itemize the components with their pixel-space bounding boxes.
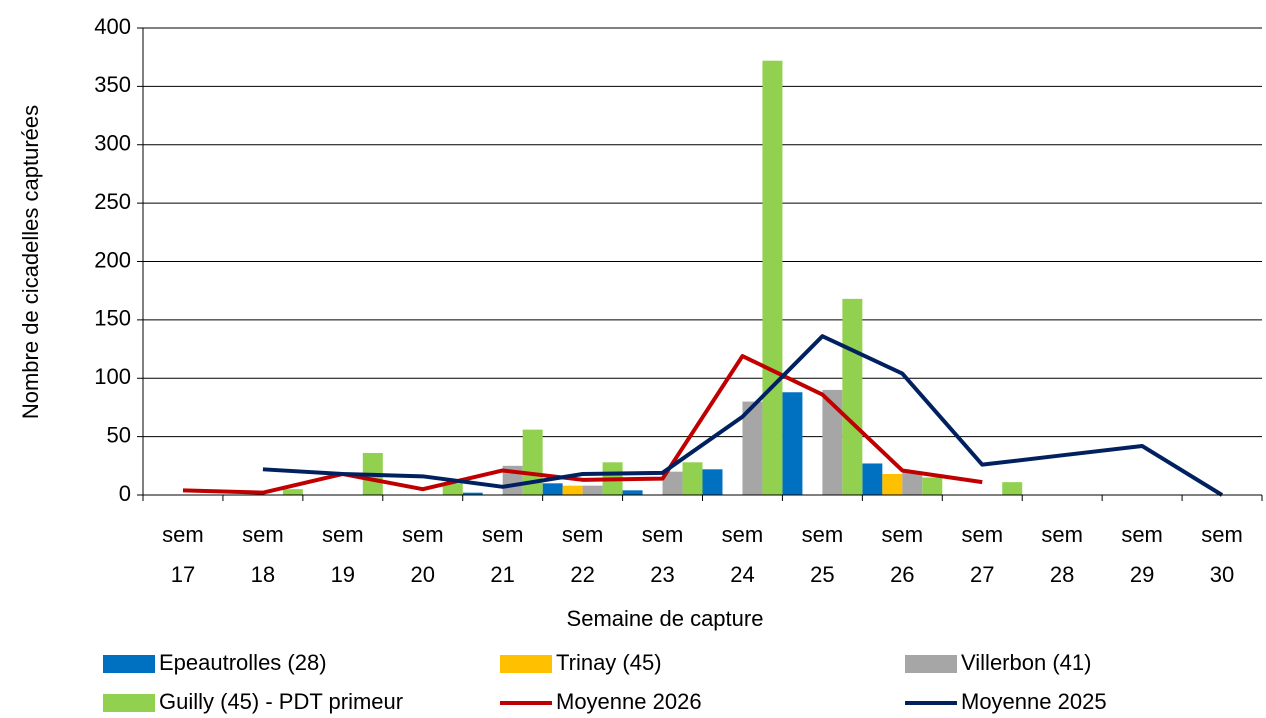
legend-label: Moyenne 2025: [961, 689, 1107, 714]
x-tick-label: sem 25: [801, 522, 844, 587]
bar: [442, 483, 463, 495]
bar: [822, 389, 843, 495]
line: [262, 334, 1224, 497]
x-tick-label: sem 24: [721, 522, 764, 587]
y-tick-label: 350: [94, 72, 131, 97]
legend-label: Moyenne 2026: [556, 689, 702, 714]
bar: [742, 401, 763, 495]
x-tick-label: sem 29: [1121, 522, 1163, 587]
y-tick-label: 200: [94, 247, 131, 272]
legend-label: Villerbon (41): [961, 650, 1091, 675]
bar: [782, 392, 803, 495]
y-tick-label: 150: [94, 306, 131, 331]
x-tick-label: sem 22: [561, 522, 604, 587]
line: [182, 354, 983, 495]
bar: [702, 469, 723, 495]
y-tick-label: 250: [94, 189, 131, 214]
bar: [922, 477, 943, 495]
bar: [562, 485, 583, 495]
y-axis-title: Nombre de cicadelles capturées: [18, 105, 43, 419]
y-tick-label: 400: [94, 14, 131, 39]
bar: [882, 473, 903, 495]
bar: [462, 492, 483, 495]
x-tick-label: sem 23: [641, 522, 684, 587]
y-tick-label: 0: [119, 481, 131, 506]
x-tick-label: sem 26: [881, 522, 924, 587]
x-tick-label: sem 17: [162, 522, 204, 587]
x-tick-label: sem 20: [401, 522, 444, 587]
bar: [762, 60, 783, 495]
x-tick-label: sem 27: [961, 522, 1004, 587]
x-axis-title: Semaine de capture: [567, 606, 764, 631]
bar: [842, 298, 863, 495]
bar: [1002, 482, 1023, 495]
bar: [582, 485, 603, 495]
bar: [522, 429, 543, 495]
bar: [682, 462, 703, 495]
legend-swatch: [103, 694, 155, 712]
legend-swatch: [103, 655, 155, 673]
y-tick-label: 100: [94, 364, 131, 389]
bar: [662, 471, 683, 495]
x-tick-label: sem 28: [1041, 522, 1083, 587]
legend-label: Trinay (45): [556, 650, 662, 675]
bar: [622, 490, 643, 495]
legend-swatch: [905, 655, 957, 673]
legend-label: Guilly (45) - PDT primeur: [159, 689, 403, 714]
bar: [542, 483, 563, 495]
x-tick-label: sem 30: [1201, 522, 1243, 587]
x-tick-label: sem 21: [481, 522, 524, 587]
y-tick-label: 300: [94, 131, 131, 156]
x-tick-label: sem 18: [242, 522, 284, 587]
bar: [862, 463, 883, 495]
bar: [282, 489, 303, 495]
legend-label: Epeautrolles (28): [159, 650, 327, 675]
y-tick-label: 50: [107, 422, 131, 447]
x-tick-label: sem 19: [322, 522, 364, 587]
legend-swatch: [500, 655, 552, 673]
bar: [902, 471, 923, 495]
